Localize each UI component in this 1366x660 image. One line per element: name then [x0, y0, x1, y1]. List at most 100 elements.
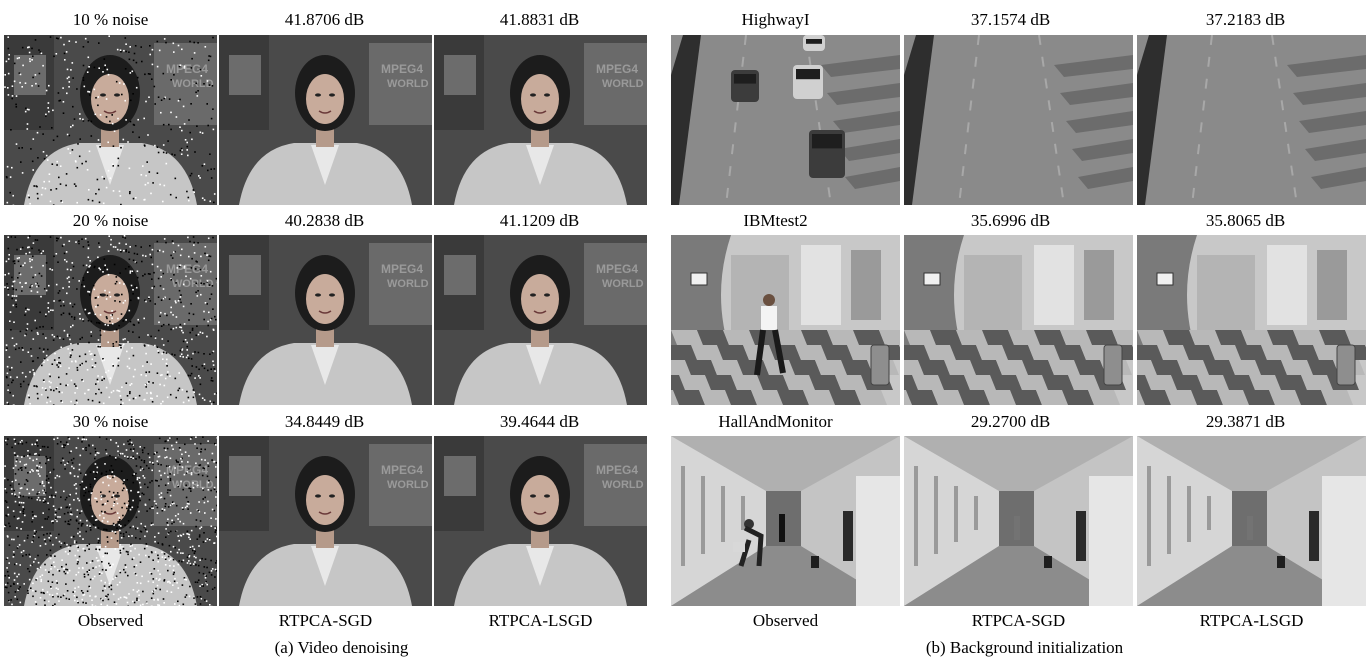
door: [851, 250, 881, 320]
label-b-r1-lsgd: 35.8065 dB: [1205, 211, 1286, 230]
door: [1317, 250, 1347, 320]
carried-box: [733, 542, 745, 552]
image-b-highway-lsgd: [1137, 35, 1366, 205]
face: [306, 475, 344, 525]
tree-shadow: [1311, 167, 1366, 189]
eye-right: [329, 494, 335, 498]
cabinet: [1076, 511, 1086, 561]
left-wall: [671, 436, 766, 606]
monitor-right: [584, 43, 647, 125]
sign-text-world: WORLD: [602, 479, 644, 491]
caption-video-denoising: (a) Video denoising: [274, 638, 409, 657]
image-a-r1-observed: MPEG4 WORLD: [4, 235, 217, 405]
door-frame: [681, 466, 685, 566]
face: [521, 74, 559, 124]
partition: [1089, 476, 1133, 606]
car-window: [734, 74, 756, 84]
sign-text-world: WORLD: [172, 278, 214, 290]
image-a-r0-sgd: MPEG4 WORLD: [219, 35, 432, 205]
image-a-r0-observed: MPEG4 WORLD: [4, 35, 217, 205]
image-a-r0-lsgd: MPEG4 WORLD: [434, 35, 647, 205]
door-frame: [741, 496, 745, 530]
person-head: [763, 294, 775, 306]
pillar: [1197, 255, 1255, 330]
collar: [311, 345, 339, 385]
person-shirt: [761, 306, 777, 330]
bin: [1277, 556, 1285, 568]
tree-shadow: [1060, 83, 1133, 105]
road-shoulder: [904, 35, 934, 205]
sign-text-world: WORLD: [387, 479, 429, 491]
collar: [311, 546, 339, 586]
image-b-highway-sgd: [904, 35, 1133, 205]
monitor-right: [369, 444, 432, 526]
monitor-right: [584, 444, 647, 526]
image-a-r2-lsgd: MPEG4 WORLD: [434, 436, 647, 606]
label-b-r2-lsgd: 29.3871 dB: [1205, 412, 1286, 431]
mouth: [318, 310, 332, 314]
door-frame: [954, 486, 958, 542]
tree-shadow: [1072, 139, 1133, 161]
label-b-r2-observed: HallAndMonitor: [718, 412, 833, 431]
road-shoulder: [671, 35, 701, 205]
tree-shadow: [1287, 55, 1366, 77]
sign-text-mpeg4: MPEG4: [381, 62, 423, 76]
door-frame: [1147, 466, 1151, 566]
column-title-rtpca-lsgd-b: RTPCA-LSGD: [1199, 611, 1304, 630]
image-a-r2-observed: MPEG4 WORLD: [4, 436, 217, 606]
image-b-hall-observed: [671, 436, 900, 606]
monitor-left: [444, 255, 476, 295]
image-b-highway-observed: [671, 35, 900, 205]
car-window: [796, 69, 820, 80]
face: [91, 74, 129, 124]
door: [1084, 250, 1114, 320]
sign-text-mpeg4: MPEG4: [596, 262, 638, 276]
image-b-ibm-observed: [671, 235, 900, 405]
sign-text-mpeg4: MPEG4: [596, 463, 638, 477]
image-b-hall-sgd: [904, 436, 1133, 606]
face: [521, 274, 559, 324]
partition: [1322, 476, 1366, 606]
lane-line-2: [1271, 35, 1298, 205]
door-frame: [974, 496, 978, 530]
tree-shadow: [833, 111, 900, 133]
label-a-r1-observed: 20 % noise: [72, 211, 149, 230]
collar: [526, 345, 554, 385]
sign-text-world: WORLD: [387, 278, 429, 290]
floor: [671, 546, 900, 606]
mouth: [318, 110, 332, 114]
column-title-rtpca-sgd-b: RTPCA-SGD: [971, 611, 1066, 630]
tree-shadow: [1293, 83, 1366, 105]
eye-left: [100, 293, 106, 297]
checkered-floor: [904, 330, 1133, 405]
door-frame: [1167, 476, 1171, 554]
ghost-residue: [1247, 516, 1253, 540]
tree-shadow: [821, 55, 900, 77]
car-window: [812, 134, 842, 149]
monitor-right: [584, 243, 647, 325]
trash-can: [1103, 344, 1123, 386]
left-wall: [1137, 436, 1232, 606]
trash-can: [870, 344, 890, 386]
trash-can: [1336, 344, 1356, 386]
label-a-r1-lsgd: 41.1209 dB: [499, 211, 580, 230]
column-title-rtpca-sgd: RTPCA-SGD: [278, 611, 373, 630]
person-legs: [754, 329, 786, 376]
monitor-right: [369, 43, 432, 125]
tree-shadow: [1305, 139, 1366, 161]
lane-line-2: [1038, 35, 1065, 205]
checkered-floor: [1137, 330, 1366, 405]
door-frame: [1207, 496, 1211, 530]
face: [306, 74, 344, 124]
monitor-right: [154, 243, 217, 325]
panel-video-denoising: 10 % noise 41.8706 dB 41.8831 dB 20 % no…: [4, 10, 647, 657]
door-frame: [1187, 486, 1191, 542]
wall-sign: [690, 272, 708, 286]
mouth: [533, 310, 547, 314]
column-title-observed-b: Observed: [752, 611, 819, 630]
image-a-r1-lsgd: MPEG4 WORLD: [434, 235, 647, 405]
doorway: [1034, 245, 1074, 325]
mouth: [533, 511, 547, 515]
eye-left: [315, 93, 321, 97]
label-b-r2-sgd: 29.2700 dB: [970, 412, 1051, 431]
